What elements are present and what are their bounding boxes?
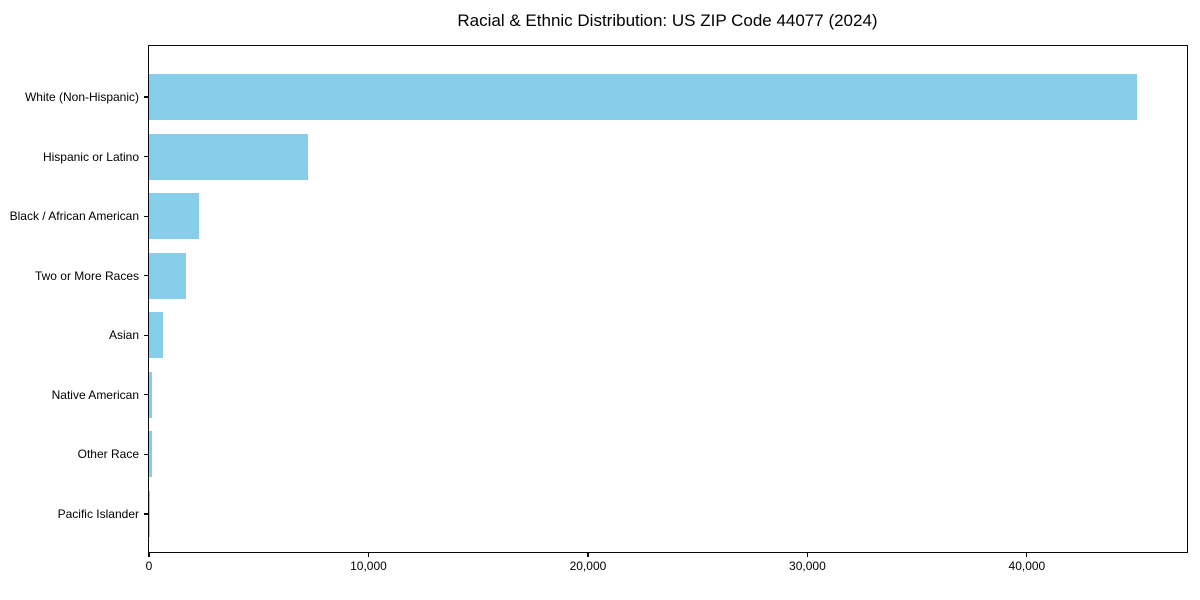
y-tick-mark [144,394,148,396]
bar [149,193,200,240]
plot-area [148,45,1188,553]
y-tick-mark [144,275,148,277]
y-tick-mark [144,96,148,98]
y-axis-label: White (Non-Hispanic) [24,90,139,104]
x-tick-mark [587,553,589,557]
x-tick-label: 20,000 [569,559,607,573]
x-tick-mark [1026,553,1028,557]
y-axis-label: Other Race [77,447,139,462]
y-axis-label: Two or More Races [34,268,139,283]
y-tick-mark [144,513,148,515]
x-tick-label: 10,000 [350,559,387,573]
y-tick-mark [144,334,148,336]
x-tick-mark [806,553,808,557]
x-tick-label: 0 [145,559,153,573]
y-axis-label: Hispanic or Latino [42,149,139,164]
y-axis-label: Black / African American [9,209,139,224]
y-tick-mark [144,215,148,217]
x-tick-mark [367,553,370,557]
bar [149,74,1137,120]
bar [149,312,164,359]
y-axis-label: Pacific Islander [57,506,139,521]
y-axis-label: Asian [108,328,139,343]
x-tick-mark [148,553,150,557]
y-tick-mark [144,155,148,158]
x-tick-label: 30,000 [789,559,826,573]
bar [149,133,309,180]
bar [149,371,152,418]
y-axis-label: Native American [51,387,139,402]
bar [149,252,187,299]
chart-title: Racial & Ethnic Distribution: US ZIP Cod… [457,11,878,30]
x-tick-label: 40,000 [1008,559,1046,573]
y-tick-mark [144,453,148,455]
bar [149,431,152,478]
